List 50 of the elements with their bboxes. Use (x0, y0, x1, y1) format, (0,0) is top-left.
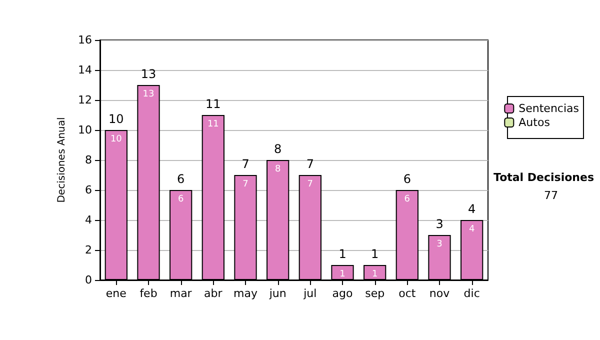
y-tick-label: 10 (78, 124, 92, 136)
x-tick-label: may (234, 287, 258, 300)
total-label: 6 (177, 172, 185, 186)
x-tick-label: ene (106, 287, 127, 300)
total-label: 1 (371, 247, 379, 261)
data-label: 13 (142, 90, 154, 100)
total-label: 10 (108, 112, 124, 126)
text: 77 (544, 189, 558, 202)
total-label: 4 (468, 202, 476, 216)
y-tick-label: 14 (78, 64, 92, 76)
y-tick-label: 12 (78, 94, 92, 106)
x-tick-label: nov (429, 287, 450, 300)
total-label: 8 (274, 142, 282, 156)
data-label: 7 (242, 180, 248, 190)
x-tick-label: dic (464, 287, 480, 300)
legend-label: Autos (518, 116, 550, 129)
text: Total Decisiones (494, 171, 594, 184)
x-tick-label: oct (398, 287, 416, 300)
total-label: 3 (436, 217, 444, 231)
data-label: 10 (110, 134, 122, 144)
data-label: 1 (372, 270, 378, 280)
total-label: 7 (242, 157, 250, 171)
legend-label: Sentencias (518, 102, 580, 115)
total-label: 6 (403, 172, 411, 186)
x-tick-label: ago (332, 287, 353, 300)
data-label: 8 (274, 164, 281, 174)
y-tick-label: 0 (85, 274, 92, 286)
y-tick-label: 16 (78, 34, 92, 46)
total-label: 13 (140, 67, 156, 81)
y-axis-title: Decisiones Anual (56, 117, 68, 203)
x-tick-label: feb (140, 287, 158, 300)
total-label: 11 (206, 97, 221, 111)
y-tick-label: 6 (85, 184, 92, 196)
total-label: 7 (306, 157, 314, 171)
y-tick-label: 8 (85, 154, 92, 166)
data-label: 6 (404, 194, 410, 204)
x-tick-label: sep (365, 287, 385, 300)
x-tick-label: jul (302, 287, 317, 300)
data-label: 4 (468, 224, 475, 234)
data-label: 6 (178, 194, 184, 204)
x-tick-label: abr (204, 287, 223, 300)
data-label: 3 (436, 240, 442, 250)
data-label: 1 (340, 270, 346, 280)
x-tick-label: jun (268, 287, 286, 300)
total-label: 1 (338, 247, 346, 261)
x-tick-label: mar (170, 287, 192, 300)
y-tick-label: 2 (85, 244, 92, 256)
data-label: 7 (307, 180, 314, 190)
y-tick-label: 4 (85, 214, 92, 226)
data-label: 11 (207, 120, 219, 130)
